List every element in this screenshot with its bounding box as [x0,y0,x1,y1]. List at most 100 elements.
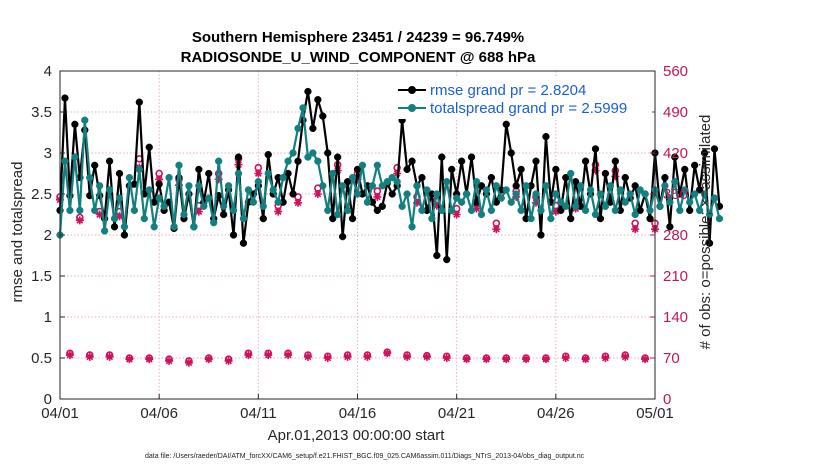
obs-assimilated-point [442,354,451,362]
rmse-point [433,251,441,260]
rmse-point [408,157,416,165]
rmse-point [581,157,590,165]
totalspread-point [443,178,451,186]
totalspread-point [705,210,714,219]
totalspread-point [140,214,148,223]
totalspread-point [81,116,89,124]
rmse-point [319,112,327,120]
totalspread-point [423,186,431,194]
obs-assimilated-point [482,355,491,364]
totalspread-point [348,173,357,182]
totalspread-point [666,198,674,206]
data-file-footnote: data file: /Users/raeder/DAI/ATM_forcXX/… [145,453,585,460]
totalspread-point [185,182,193,190]
obs-assimilated-point [244,351,253,360]
rmse-point [110,223,119,231]
totalspread-point [517,206,525,215]
totalspread-point [135,165,143,174]
rmse-point [487,173,496,182]
totalspread-point [403,190,411,198]
totalspread-point [334,210,342,219]
rmse-point [438,153,446,161]
totalspread-point [373,161,381,169]
obs-assimilated-point [75,216,84,225]
totalspread-point [110,214,119,223]
totalspread-point [353,190,362,198]
y-right-tick-label: 0 [663,391,671,408]
series-layer [56,87,724,367]
totalspread-point [661,182,669,190]
plot-frame [59,70,656,400]
legend-marker-rmse [408,86,416,94]
totalspread-point [616,186,624,194]
rmse-point [700,149,709,157]
totalspread-point [324,206,332,215]
obs-assimilated-point [621,352,630,361]
totalspread-point [502,186,510,194]
rmse-point [671,153,679,161]
y-right-tick-label: 140 [663,309,688,326]
rmse-point [646,214,654,223]
totalspread-point [413,182,421,190]
rmse-point [264,150,272,159]
totalspread-point [547,214,555,223]
rmse-point [304,87,312,96]
totalspread-point [170,223,178,231]
obs-assimilated-point [611,172,620,181]
totalspread-point [105,186,114,194]
totalspread-point [86,173,94,182]
totalspread-point [457,198,466,206]
rmse-point [338,232,347,241]
rmse-point [259,214,267,223]
rmse-point [512,182,520,190]
totalspread-point [641,190,649,198]
totalspread-point [448,206,456,215]
obs-assimilated-point [264,351,273,360]
totalspread-point [606,182,615,190]
rmse-point [205,169,213,178]
totalspread-point [66,206,74,215]
rmse-point [502,120,510,128]
rmse-point [621,173,629,182]
y-right-tick-label: 350 [663,186,688,203]
y-left-tick-label: 0 [44,391,52,408]
totalspread-point [572,202,580,210]
obs-assimilated-point [254,169,263,178]
totalspread-point [299,104,307,112]
totalspread-point [428,214,436,223]
obs-assimilated-point [294,198,302,207]
obs-assimilated-point [472,204,481,213]
obs-assimilated-point [641,355,650,364]
totalspread-point [160,202,168,210]
rmse-point [135,98,143,106]
totalspread-point [175,161,183,169]
rmse-point [537,231,545,239]
totalspread-point [418,206,426,215]
y-left-tick-label: 2.5 [31,186,52,203]
totalspread-point [329,169,337,178]
obs-assimilated-point [522,355,531,364]
rmse-point [71,120,79,128]
rmse-point [557,206,565,215]
legend-label-rmse: rmse grand pr = 2.8204 [430,82,586,99]
totalspread-point [224,182,233,190]
obs-assimilated-point [204,355,213,364]
totalspread-point [581,206,590,215]
rmse-point [532,157,540,165]
rmse-point [710,145,719,153]
rmse-point [552,165,560,174]
totalspread-point [522,182,530,190]
legend-label-totalspread: totalspread grand pr = 2.5999 [430,100,627,117]
totalspread-point [125,173,134,182]
obs-assimilated-point [165,356,174,365]
rmse-point [661,173,669,182]
totalspread-point [338,182,347,190]
obs-assimilated-point [422,352,431,361]
totalspread-point [205,194,213,202]
obs-assimilated-point [224,356,233,365]
rmse-point [596,214,605,223]
obs-assimilated-point [532,198,540,207]
rmse-point [705,239,714,247]
y-left-tick-label: 1 [44,309,52,326]
